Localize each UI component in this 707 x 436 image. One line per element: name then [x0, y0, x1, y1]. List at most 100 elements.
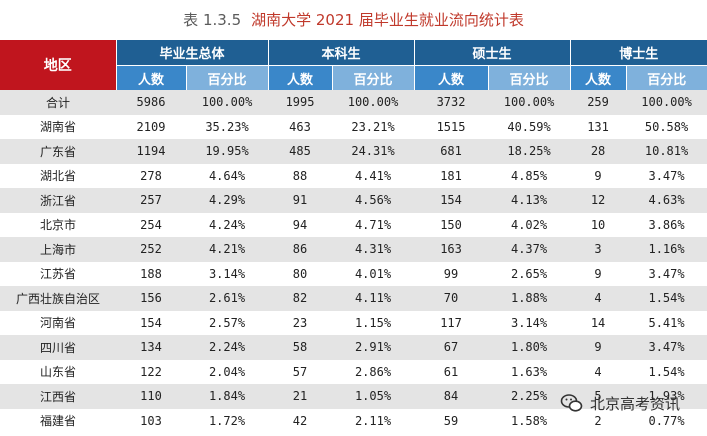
cell-percent: 1.58%	[488, 408, 571, 433]
cell-percent: 2.04%	[186, 359, 269, 384]
header-count: 人数	[115, 65, 186, 90]
cell-percent: 1.54%	[626, 286, 707, 311]
header-count: 人数	[267, 65, 333, 90]
cell-count: 485	[268, 139, 333, 164]
cell-percent: 4.63%	[626, 188, 707, 213]
table-row: 广东省 1194 19.95% 485 24.31% 681 18.25% 28 10.81%	[0, 139, 707, 164]
cell-count: 117	[414, 310, 489, 335]
cell-count: 80	[268, 261, 333, 286]
cell-count: 2	[570, 408, 627, 433]
table-caption: 表 1.3.5 湖南大学 2021 届毕业生就业流向统计表	[0, 0, 707, 40]
cell-count: 1194	[116, 139, 186, 164]
cell-region: 广东省	[0, 139, 116, 164]
table-row: 北京市 254 4.24% 94 4.71% 150 4.02% 10 3.86%	[0, 212, 707, 237]
cell-percent: 2.61%	[186, 286, 269, 311]
cell-percent: 4.13%	[488, 188, 571, 213]
table-row: 广西壮族自治区 156 2.61% 82 4.11% 70 1.88% 4 1.54%	[0, 286, 707, 311]
cell-count: 42	[268, 408, 333, 433]
cell-percent: 1.80%	[488, 335, 571, 360]
cell-count: 3732	[414, 90, 489, 115]
cell-count: 67	[414, 335, 489, 360]
cell-percent: 3.47%	[626, 335, 707, 360]
cell-count: 94	[268, 212, 333, 237]
wechat-icon	[560, 391, 584, 415]
cell-percent: 19.95%	[186, 139, 269, 164]
cell-count: 9	[570, 335, 627, 360]
cell-percent: 3.14%	[488, 310, 571, 335]
cell-percent: 1.05%	[332, 384, 415, 409]
cell-region: 河南省	[0, 310, 116, 335]
cell-count: 188	[116, 261, 186, 286]
cell-count: 257	[116, 188, 186, 213]
cell-percent: 2.11%	[332, 408, 415, 433]
cell-count: 154	[414, 188, 489, 213]
cell-percent: 4.31%	[332, 237, 415, 262]
cell-percent: 2.57%	[186, 310, 269, 335]
cell-count: 3	[570, 237, 627, 262]
header-count: 人数	[413, 65, 489, 90]
cell-percent: 18.25%	[488, 139, 571, 164]
cell-count: 252	[116, 237, 186, 262]
cell-percent: 1.54%	[626, 359, 707, 384]
cell-percent: 0.77%	[626, 408, 707, 433]
cell-count: 259	[570, 90, 627, 115]
cell-count: 23	[268, 310, 333, 335]
header-percent: 百分比	[331, 65, 415, 90]
cell-percent: 4.71%	[332, 212, 415, 237]
table-row: 河南省 154 2.57% 23 1.15% 117 3.14% 14 5.41%	[0, 310, 707, 335]
cell-percent: 2.86%	[332, 359, 415, 384]
table-row: 上海市 252 4.21% 86 4.31% 163 4.37% 3 1.16%	[0, 237, 707, 262]
cell-percent: 3.47%	[626, 261, 707, 286]
header-percent: 百分比	[625, 65, 707, 90]
cell-count: 84	[414, 384, 489, 409]
cell-region: 北京市	[0, 212, 116, 237]
table-row: 湖南省 2109 35.23% 463 23.21% 1515 40.59% 131 50.58…	[0, 114, 707, 139]
cell-region: 江西省	[0, 384, 116, 409]
cell-count: 99	[414, 261, 489, 286]
cell-percent: 1.88%	[488, 286, 571, 311]
cell-region: 广西壮族自治区	[0, 286, 116, 311]
employment-table: 地区 毕业生总体 本科生 硕士生 博士生 人数 百分比 人数 百分比 人数 百分…	[0, 40, 707, 433]
table-body: 合计 5986 100.00% 1995 100.00% 3732 100.00% 259 10…	[0, 90, 707, 433]
cell-count: 156	[116, 286, 186, 311]
cell-count: 122	[116, 359, 186, 384]
cell-count: 463	[268, 114, 333, 139]
cell-percent: 100.00%	[626, 90, 707, 115]
table-row: 合计 5986 100.00% 1995 100.00% 3732 100.00% 259 10…	[0, 90, 707, 115]
table-row: 江西省 110 1.84% 21 1.05% 84 2.25% 5 1.93%	[0, 384, 707, 409]
table-row: 山东省 122 2.04% 57 2.86% 61 1.63% 4 1.54%	[0, 359, 707, 384]
cell-count: 12	[570, 188, 627, 213]
table-row: 浙江省 257 4.29% 91 4.56% 154 4.13% 12 4.63%	[0, 188, 707, 213]
header-percent: 百分比	[185, 65, 269, 90]
cell-percent: 100.00%	[332, 90, 415, 115]
cell-count: 4	[570, 359, 627, 384]
cell-count: 278	[116, 163, 186, 188]
cell-region: 四川省	[0, 335, 116, 360]
header-percent: 百分比	[487, 65, 571, 90]
cell-percent: 24.31%	[332, 139, 415, 164]
cell-count: 181	[414, 163, 489, 188]
caption-number: 表 1.3.5	[183, 11, 242, 29]
cell-region: 福建省	[0, 408, 116, 433]
cell-count: 10	[570, 212, 627, 237]
cell-percent: 5.41%	[626, 310, 707, 335]
watermark: 北京高考资讯	[560, 390, 700, 416]
cell-count: 57	[268, 359, 333, 384]
cell-region: 上海市	[0, 237, 116, 262]
cell-count: 150	[414, 212, 489, 237]
cell-percent: 40.59%	[488, 114, 571, 139]
cell-count: 86	[268, 237, 333, 262]
cell-percent: 100.00%	[488, 90, 571, 115]
cell-count: 134	[116, 335, 186, 360]
cell-percent: 23.21%	[332, 114, 415, 139]
cell-percent: 3.86%	[626, 212, 707, 237]
cell-count: 4	[570, 286, 627, 311]
cell-percent: 2.65%	[488, 261, 571, 286]
table-row: 江苏省 188 3.14% 80 4.01% 99 2.65% 9 3.47%	[0, 261, 707, 286]
cell-count: 254	[116, 212, 186, 237]
cell-region: 浙江省	[0, 188, 116, 213]
header-group-master: 硕士生	[413, 40, 571, 66]
header-group-doctor: 博士生	[569, 40, 707, 66]
cell-count: 1995	[268, 90, 333, 115]
header-count: 人数	[569, 65, 627, 90]
